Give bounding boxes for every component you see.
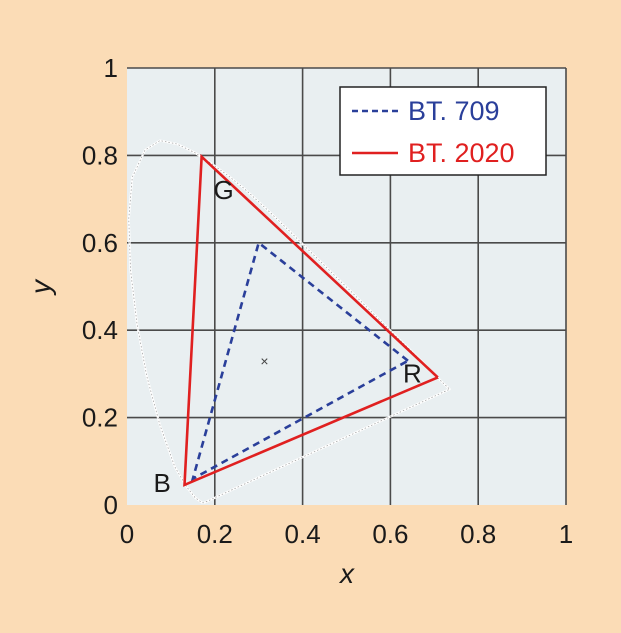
- x-tick-label-3: 0.6: [372, 519, 408, 549]
- x-axis-label: x: [338, 558, 355, 589]
- y-tick-label-2: 0.4: [82, 315, 118, 345]
- tick-labels: 0 0.2 0.4 0.6 0.8 1 0 0.2 0.4 0.6 0.8 1: [82, 53, 573, 549]
- y-tick-label-4: 0.8: [82, 140, 118, 170]
- x-tick-label-4: 0.8: [460, 519, 496, 549]
- y-tick-label-0: 0: [104, 490, 118, 520]
- annotation-b: B: [153, 468, 170, 498]
- x-tick-label-0: 0: [120, 519, 134, 549]
- annotation-r: R: [403, 359, 422, 389]
- annotation-g: G: [213, 175, 233, 205]
- y-tick-label-5: 1: [104, 53, 118, 83]
- legend: BT. 709 BT. 2020: [339, 86, 547, 176]
- x-tick-label-2: 0.4: [285, 519, 321, 549]
- y-tick-label-1: 0.2: [82, 403, 118, 433]
- annotation-layer: G R B: [153, 175, 421, 498]
- series-line-bt2020: [183, 153, 439, 487]
- series-line-bt709: [190, 240, 409, 482]
- spectral-locus-layer: [127, 139, 451, 504]
- legend-entry-0: BT. 709: [408, 96, 500, 126]
- legend-entry-1: BT. 2020: [408, 138, 515, 168]
- y-axis-label: y: [25, 278, 56, 296]
- x-tick-label-5: 1: [559, 519, 573, 549]
- x-tick-label-1: 0.2: [197, 519, 233, 549]
- white-point-marker: ×: [260, 353, 268, 369]
- spectral-locus-line: [127, 139, 451, 504]
- series-layer: ×: [183, 153, 439, 487]
- legend-box: [339, 86, 547, 176]
- y-tick-label-3: 0.6: [82, 228, 118, 258]
